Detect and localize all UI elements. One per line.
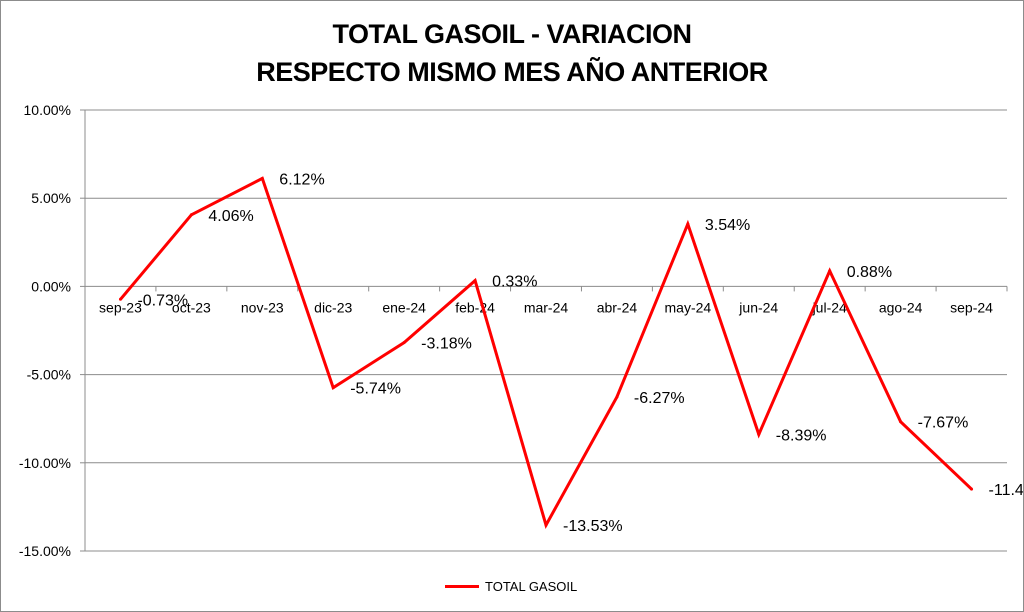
y-tick-label: -5.00% — [27, 367, 71, 383]
data-label: -11.49% — [989, 482, 1023, 499]
data-label: 4.06% — [208, 208, 253, 225]
x-axis-ticks: sep-23 oct-23 nov-23 dic-23 ene-24 feb-24 mar-… — [99, 299, 993, 315]
x-tick-label: sep-23 — [99, 299, 142, 315]
chart-title-block: TOTAL GASOIL - VARIACION RESPECTO MISMO … — [1, 15, 1023, 91]
data-labels: -0.73% 4.06% 6.12% -5.74% -3.18% 0.33% -13.53%… — [137, 171, 1023, 535]
data-point — [899, 420, 903, 424]
series-line — [119, 176, 973, 529]
data-point — [402, 340, 406, 344]
data-point — [473, 279, 477, 283]
x-tick-label: abr-24 — [597, 299, 638, 315]
data-label: -7.67% — [918, 415, 969, 432]
data-point — [544, 523, 548, 527]
x-tick-label: jun-24 — [738, 299, 778, 315]
y-axis-ticks: 10.00% 5.00% 0.00% -5.00% -10.00% -15.00% — [19, 102, 71, 559]
data-label: -13.53% — [563, 518, 623, 535]
data-label: -3.18% — [421, 335, 472, 352]
y-tick-label: 0.00% — [31, 278, 71, 294]
data-label: 0.88% — [847, 264, 892, 281]
data-label: -0.73% — [137, 292, 188, 309]
data-point — [828, 269, 832, 273]
data-point — [260, 176, 264, 180]
x-tick-label: may-24 — [665, 299, 712, 315]
legend: TOTAL GASOIL — [445, 576, 577, 596]
series-lines — [118, 176, 974, 529]
x-tick-label: feb-24 — [455, 299, 495, 315]
legend-label: TOTAL GASOIL — [485, 578, 578, 594]
data-label: 0.33% — [492, 274, 537, 291]
data-point — [757, 432, 761, 436]
data-label: 6.12% — [279, 171, 324, 188]
chart-title: TOTAL GASOIL - VARIACION — [332, 19, 692, 49]
data-label: 3.54% — [705, 217, 750, 234]
data-label: -6.27% — [634, 390, 685, 407]
x-tick-label: nov-23 — [241, 299, 284, 315]
y-tick-label: -15.00% — [19, 543, 71, 559]
data-point — [686, 222, 690, 226]
y-tick-label: 5.00% — [31, 190, 71, 206]
x-tick-label: sep-24 — [950, 299, 993, 315]
data-point — [189, 213, 193, 217]
data-point — [970, 487, 974, 491]
y-tick-label: 10.00% — [24, 102, 71, 118]
x-tick-label: oct-23 — [172, 299, 211, 315]
x-tick-label: mar-24 — [524, 299, 569, 315]
legend-swatch — [445, 584, 479, 588]
data-point — [118, 297, 122, 301]
chart-subtitle: RESPECTO MISMO MES AÑO ANTERIOR — [256, 57, 768, 87]
data-point — [615, 395, 619, 399]
x-tick-label: dic-23 — [314, 299, 352, 315]
data-label: -8.39% — [776, 427, 827, 444]
x-tick-label: ago-24 — [879, 299, 923, 315]
data-point — [331, 386, 335, 390]
x-tick-label: ene-24 — [382, 299, 426, 315]
data-label: -5.74% — [350, 381, 401, 398]
gridlines — [80, 109, 1008, 552]
x-tick-label: jul-24 — [812, 299, 847, 315]
y-tick-label: -10.00% — [19, 455, 71, 471]
